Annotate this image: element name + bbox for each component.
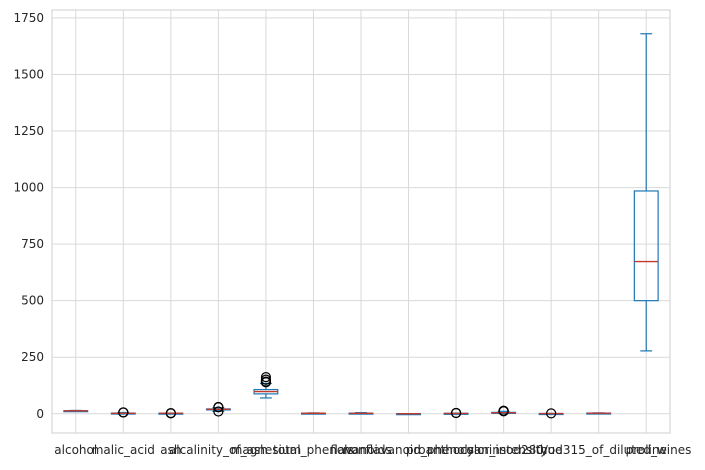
x-tick-label: od280/od315_of_diluted_wines	[506, 443, 691, 457]
box-magnesium	[253, 372, 279, 399]
boxes	[63, 33, 659, 419]
outlier-point	[118, 407, 129, 418]
outlier-point	[450, 407, 462, 419]
box-proanthocyanins	[443, 407, 469, 419]
outlier-point	[546, 408, 557, 419]
y-tick-label: 1500	[13, 67, 44, 81]
box-ash	[158, 407, 184, 419]
x-tick-label: ash	[160, 443, 181, 457]
outlier-point	[498, 405, 509, 416]
box-od280-od315-of-diluted-wines	[586, 412, 612, 415]
y-tick-label: 1000	[13, 181, 44, 195]
iqr-box	[633, 190, 659, 302]
y-tick-label: 0	[36, 407, 44, 421]
box-alcohol	[63, 409, 89, 413]
box-alcalinity-of-ash	[205, 401, 231, 417]
x-tick-label: color_intensity	[460, 443, 548, 457]
box-flavanoids	[348, 412, 374, 415]
outlier-point	[213, 406, 224, 417]
box-color-intensity	[491, 405, 517, 417]
y-tick-label: 750	[21, 237, 44, 251]
x-tick-label: hue	[540, 443, 563, 457]
x-tick-label: alcohol	[54, 443, 97, 457]
outlier-point	[260, 372, 272, 383]
y-tick-label: 250	[21, 350, 44, 364]
outlier-point	[165, 407, 176, 419]
x-tick-label: magnesium	[231, 443, 302, 457]
x-tick-label: flavanoids	[330, 443, 392, 457]
box-proline	[633, 33, 659, 352]
y-tick-label: 500	[21, 294, 44, 308]
y-tick-label: 1250	[13, 124, 44, 138]
box-malic-acid	[110, 407, 136, 418]
outlier-point	[213, 401, 224, 413]
x-tick-label: total_phenols	[273, 443, 354, 457]
box-total-phenols	[300, 412, 326, 415]
x-tick-label: malic_acid	[92, 443, 155, 457]
x-tick-label: proline	[626, 443, 667, 457]
x-tick-label: proanthocyanins	[406, 443, 506, 457]
x-tick-label: nonflavanoid_phenols	[343, 443, 474, 457]
y-tick-labels: 0 250 500 750 1000 1250 1500 1750	[13, 11, 44, 421]
box-hue	[538, 408, 564, 419]
box-nonflavanoid-phenols	[396, 412, 422, 416]
outlier-point	[260, 374, 272, 385]
y-tick-label: 1750	[13, 11, 44, 25]
x-tick-label: alcalinity_of_ash	[169, 443, 268, 457]
